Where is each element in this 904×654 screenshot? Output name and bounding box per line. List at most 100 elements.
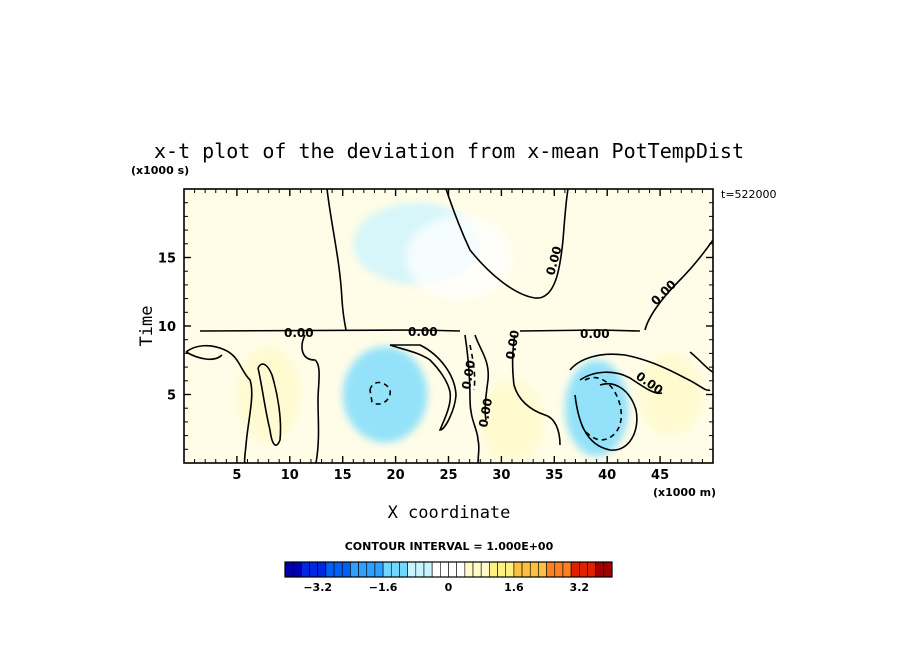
contour-label: 0.00 <box>476 397 495 429</box>
colorbar-cell <box>423 561 433 578</box>
x-tick-label: 15 <box>334 468 352 483</box>
contour-label: 0.00 <box>408 325 438 339</box>
colorbar-tick-label: −3.2 <box>303 581 332 594</box>
colorbar-cell <box>538 561 547 578</box>
colorbar-cell <box>390 561 400 578</box>
contour-center-dash <box>469 344 476 391</box>
y-axis: 5 10 15 <box>158 202 713 450</box>
colorbar-cell <box>366 561 376 578</box>
colorbar-cell <box>505 561 515 578</box>
colorbar-tick-label: 0 <box>445 581 453 594</box>
colorbar-cell <box>374 561 384 578</box>
colorbar-cell <box>292 561 302 578</box>
x-tick-label: 10 <box>281 468 299 483</box>
contour-label: 0.00 <box>503 329 522 361</box>
contour-swirl-body <box>574 383 638 451</box>
contour-inner-yellow <box>257 363 282 446</box>
x-tick-label: 40 <box>598 468 616 483</box>
field-region <box>342 346 428 443</box>
colorbar-cell <box>431 561 441 578</box>
field-region <box>638 353 703 436</box>
x-tick-label: 45 <box>651 468 669 483</box>
contour-interval-label: CONTOUR INTERVAL = 1.000E+00 <box>345 540 554 553</box>
contour-center-narrow-left <box>464 334 480 463</box>
contour-label: 0.00 <box>459 359 478 391</box>
x-tick-label: 20 <box>387 468 405 483</box>
x-axis-label: X coordinate <box>388 503 511 523</box>
colorbar-cell <box>358 561 368 578</box>
contour-blue-inner <box>389 344 457 431</box>
contour-center-narrow-right <box>474 334 490 421</box>
contour-zero-upper-left <box>326 189 347 331</box>
colorbar-cell <box>464 561 474 578</box>
contour-label: 0.00 <box>284 326 314 340</box>
colorbar-cell <box>480 561 490 578</box>
colorbar-cell <box>554 561 564 578</box>
contour-swirl-inner <box>579 371 663 395</box>
y-tick-label: 10 <box>158 320 176 335</box>
colorbar-cell <box>603 561 613 578</box>
plot-area: 0.00 0.00 0.00 0.00 0.00 0.00 0.00 0.00 … <box>184 189 713 463</box>
x-tick-label: 25 <box>439 468 457 483</box>
y-tick-label: 5 <box>167 389 176 404</box>
colorbar-cell <box>570 561 580 578</box>
contour-right-stem <box>511 334 561 446</box>
colorbar-cell <box>529 561 539 578</box>
y-units-label: (x1000 s) <box>131 164 189 177</box>
colorbar-cell <box>489 561 498 578</box>
field-region <box>236 346 301 443</box>
contour-left-blob <box>185 344 253 463</box>
colorbar-cell <box>325 561 335 578</box>
x-axis: 5 10 15 20 25 30 35 40 45 <box>194 189 703 483</box>
colorbar-cell <box>341 561 351 578</box>
colorbar-frame <box>284 561 613 578</box>
contour-zero-center-dome <box>445 189 569 299</box>
colorbar-cell <box>399 561 408 578</box>
colorbar-cell <box>497 561 507 578</box>
colorbar-tick-label: −1.6 <box>369 581 398 594</box>
colorbar-cell <box>595 561 605 578</box>
x-units-label: (x1000 m) <box>653 486 716 499</box>
colorbar-cell <box>350 561 359 578</box>
colorbar-cell <box>562 561 572 578</box>
colorbar-cell <box>317 561 327 578</box>
colorbar-tick-label: 1.6 <box>504 581 524 594</box>
field-region <box>480 380 544 463</box>
colorbar-cell <box>472 561 482 578</box>
colorbar-cell <box>309 561 318 578</box>
contour-left-blob-2 <box>185 351 223 361</box>
contour-zero-right <box>644 239 713 331</box>
contour-dashed-blob <box>369 381 391 405</box>
contour-right-edge <box>689 351 713 373</box>
colorbar-cell <box>407 561 417 578</box>
colorbar-cell <box>284 561 294 578</box>
colorbar-cell <box>456 561 466 578</box>
colorbar-ticks: −3.2 −1.6 0 1.6 3.2 <box>303 581 589 594</box>
x-tick-label: 35 <box>545 468 563 483</box>
colorbar-cell <box>513 561 523 578</box>
colorbar-cell <box>578 561 588 578</box>
contour-labels: 0.00 0.00 0.00 0.00 0.00 0.00 0.00 0.00 … <box>284 245 679 429</box>
field-region <box>564 360 629 457</box>
colorbar-cell <box>521 561 531 578</box>
time-stamp: t=522000 <box>721 188 777 201</box>
x-tick-label: 5 <box>232 468 241 483</box>
chart-title: x-t plot of the deviation from x-mean Po… <box>154 139 744 163</box>
colorbar-tick-label: 3.2 <box>570 581 590 594</box>
y-axis-label: Time <box>137 306 157 347</box>
y-tick-label: 15 <box>158 252 176 267</box>
colorbar-cell <box>546 561 556 578</box>
colorbar-cell <box>448 561 457 578</box>
contour-label: 0.00 <box>580 327 610 341</box>
contour-swirl-dashed <box>581 376 622 441</box>
field-region <box>406 216 512 299</box>
colorbar-cell <box>301 561 310 578</box>
colorbar-cell <box>587 561 596 578</box>
colorbar-cell <box>382 561 392 578</box>
contour-zero-horizontal <box>199 329 641 332</box>
colorbar-cell <box>440 561 449 578</box>
colorbar-cell <box>333 561 343 578</box>
colorbar <box>284 561 613 578</box>
colorbar-cell <box>415 561 425 578</box>
